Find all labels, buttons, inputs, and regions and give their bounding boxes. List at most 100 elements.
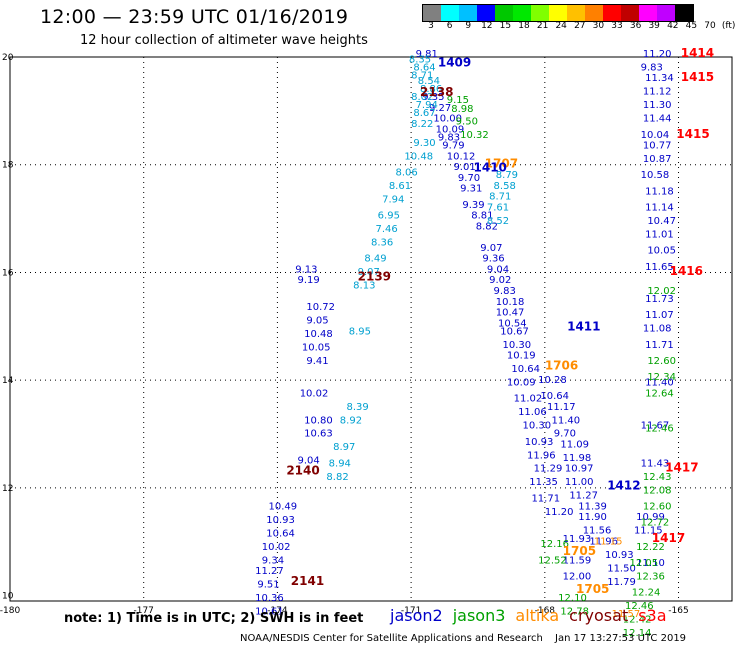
wave-height-value: 12.00 xyxy=(563,571,592,582)
pass-id-label: 2141 xyxy=(291,574,324,588)
wave-height-value: 11.00 xyxy=(565,477,594,488)
lon-tick-label: -174 xyxy=(267,606,288,616)
wave-height-value: 12.46 xyxy=(645,423,674,434)
color-scale-tick: 15 xyxy=(499,21,512,31)
color-scale-segment xyxy=(567,5,585,21)
wave-height-value: 11.59 xyxy=(563,555,592,566)
lat-tick-label: 10 xyxy=(2,592,14,602)
color-scale-segment xyxy=(621,5,639,21)
wave-height-value: 9.70 xyxy=(554,429,576,440)
wave-height-value: 11.27 xyxy=(255,566,284,577)
wave-height-value: 11.09 xyxy=(560,439,589,450)
pass-id-label: 1415 xyxy=(681,70,714,84)
color-scale-bar xyxy=(422,4,694,22)
wave-height-value: 10.05 xyxy=(647,246,676,257)
wave-height-value: 10.80 xyxy=(304,415,333,426)
wave-height-value: 7.94 xyxy=(382,194,404,205)
wave-height-value: 12.78 xyxy=(560,606,589,617)
wave-height-value: 11.40 xyxy=(552,415,581,426)
lon-tick-label: -165 xyxy=(668,606,688,616)
wave-height-value: 12.02 xyxy=(647,286,676,297)
wave-height-value: 10.47 xyxy=(647,216,676,227)
footer-credit: NOAA/NESDIS Center for Satellite Applica… xyxy=(240,633,543,644)
wave-height-value: 9.36 xyxy=(482,254,504,265)
satellite-legend-item: s3a xyxy=(638,606,667,625)
wave-height-value: 8.86 xyxy=(420,84,442,95)
color-scale-tick: 30 xyxy=(592,21,605,31)
color-scale-segment xyxy=(657,5,675,21)
color-scale-tick: 3 xyxy=(428,21,434,31)
color-scale-segment xyxy=(423,5,441,21)
wave-height-value: 9.79 xyxy=(442,141,464,152)
wave-height-value: 8.97 xyxy=(333,442,355,453)
wave-height-value: 11.06 xyxy=(518,407,547,418)
color-scale-segment xyxy=(639,5,657,21)
wave-height-value: 12.10 xyxy=(558,593,587,604)
wave-height-value: 9.05 xyxy=(306,316,328,327)
lon-tick-label: -177 xyxy=(133,606,153,616)
wave-height-value: 7.46 xyxy=(375,224,397,235)
color-scale-tick: (ft) xyxy=(721,21,736,31)
wave-height-value: 10.02 xyxy=(300,388,329,399)
wave-height-value: 9.50 xyxy=(456,116,478,127)
wave-height-value: 11.18 xyxy=(645,186,674,197)
pass-id-label: 1410 xyxy=(474,161,507,175)
lon-tick-label: -171 xyxy=(401,606,421,616)
wave-height-value: 8.52 xyxy=(487,216,509,227)
wave-height-value: 11.40 xyxy=(645,378,674,389)
wave-height-value: 12.24 xyxy=(632,588,661,599)
wave-height-value: 12.08 xyxy=(643,485,672,496)
wave-height-value: 11.71 xyxy=(531,493,560,504)
wave-height-value: 9.30 xyxy=(413,138,435,149)
pass-id-label: 1705 xyxy=(576,582,609,596)
color-scale-segment xyxy=(675,5,693,21)
lat-tick-label: 18 xyxy=(2,161,14,171)
wave-height-value: 8.39 xyxy=(346,402,368,413)
color-scale-segment xyxy=(459,5,477,21)
wave-height-value: 11.15 xyxy=(634,526,663,537)
color-scale-tick: 21 xyxy=(536,21,549,31)
wave-height-value: 11.30 xyxy=(643,100,672,111)
color-scale-segment xyxy=(495,5,513,21)
wave-height-value: 8.13 xyxy=(353,281,375,292)
wave-height-value: 12.72 xyxy=(641,518,670,529)
wave-height-value: 9.70 xyxy=(458,173,480,184)
wave-height-value: 11.65 xyxy=(645,262,674,273)
wave-height-value: 12.16 xyxy=(540,539,569,550)
wave-height-value: 11.44 xyxy=(643,114,672,125)
wave-height-value: 9.01 xyxy=(453,162,475,173)
wave-height-value: 12.43 xyxy=(643,472,672,483)
wave-height-value: 9.34 xyxy=(262,555,284,566)
wave-height-value: 11.14 xyxy=(645,203,674,214)
wave-height-value: 10.72 xyxy=(306,302,335,313)
wave-height-value: 8.82 xyxy=(476,221,498,232)
color-scale-ticks: 3 6 9 12 15 18 21 24 27 30 33 36 39 42 45 70 (ft) xyxy=(422,21,738,35)
pass-id-label: 1706 xyxy=(545,358,578,372)
wave-height-value: 12.46 xyxy=(625,601,654,612)
satellite-legend-item: altika xyxy=(515,606,560,625)
wave-height-value: 9.83 xyxy=(494,286,516,297)
wave-height-value: 11.96 xyxy=(527,450,556,461)
wave-height-value: 10.02 xyxy=(262,542,291,553)
wave-height-value: 8.67 xyxy=(413,108,435,119)
page-title: 12:00 — 23:59 UTC 01/16/2019 xyxy=(40,6,349,28)
note-text: note: 1) Time is in UTC; 2) SWH is in fe… xyxy=(64,611,364,626)
pass-id-label: 1417 xyxy=(652,531,685,545)
pass-id-label: 1414 xyxy=(681,46,714,60)
footer-timestamp: Jan 17 13:27:53 UTC 2019 xyxy=(555,633,687,644)
wave-height-value: 9.04 xyxy=(297,456,319,467)
wave-height-value: 8.82 xyxy=(326,472,348,483)
wave-height-value: 8.36 xyxy=(371,238,393,249)
wave-height-value: 8.81 xyxy=(471,211,493,222)
wave-height-value: 11.20 xyxy=(545,507,574,518)
wave-height-value: 9.15 xyxy=(447,95,469,106)
satellite-legend-item: jason3 xyxy=(452,606,506,625)
color-scale-tick: 36 xyxy=(629,21,642,31)
wave-height-value: 9.51 xyxy=(257,580,279,591)
wave-height-value: 11.02 xyxy=(514,394,543,405)
wave-height-value: 8.94 xyxy=(329,458,351,469)
wave-height-value: 10.93 xyxy=(605,550,634,561)
wave-height-value: 8.58 xyxy=(494,181,516,192)
wave-height-value: 8.92 xyxy=(340,415,362,426)
pass-id-label: 1417 xyxy=(665,461,698,475)
